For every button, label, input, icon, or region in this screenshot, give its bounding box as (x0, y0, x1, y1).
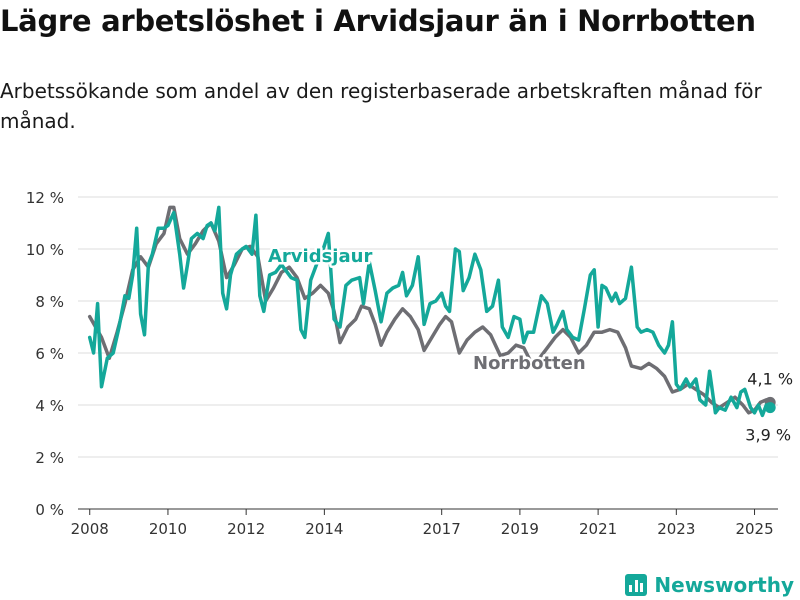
series-lines (87, 205, 776, 418)
series-line-arvidsjaur (87, 205, 772, 418)
x-tick-label: 2014 (305, 520, 343, 538)
chart-subtitle: Arbetssökande som andel av den registerb… (0, 79, 762, 133)
end-point-arvidsjaur (764, 402, 776, 414)
y-axis-ticks: 0 % 2 % 4 % 6 % 8 % 10 % 12 % (26, 189, 64, 519)
x-tick-label: 2008 (71, 520, 109, 538)
y-tick-label: 2 % (35, 449, 64, 467)
x-tick-label: 2025 (735, 520, 773, 538)
y-tick-label: 6 % (35, 345, 64, 363)
y-tick-label: 12 % (26, 189, 64, 207)
x-tick-label: 2010 (149, 520, 187, 538)
series-line-norrbotten (87, 205, 772, 415)
x-tick-label: 2021 (579, 520, 617, 538)
end-value-label: 3,9 % (745, 426, 791, 445)
y-tick-label: 4 % (35, 397, 64, 415)
series-name-label: Norrbotten (473, 353, 586, 374)
x-tick-label: 2012 (227, 520, 265, 538)
x-tick-label: 2023 (657, 520, 695, 538)
x-tick-label: 2017 (423, 520, 461, 538)
series-name-label: Arvidsjaur (268, 246, 372, 267)
brand-name: Newsworthy (654, 573, 794, 597)
end-value-label: 4,1 % (747, 369, 793, 388)
y-tick-label: 0 % (35, 501, 64, 519)
brand-logo[interactable]: Newsworthy (625, 570, 794, 600)
bar-chart-icon (625, 574, 648, 596)
y-tick-label: 8 % (35, 293, 64, 311)
grid-lines (78, 196, 778, 510)
x-axis-ticks: 2008 2010 2012 2014 2017 2019 2021 2023 2025 (71, 509, 774, 538)
x-tick-label: 2019 (501, 520, 539, 538)
chart-title: Lägre arbetslöshet i Arvidsjaur än i Nor… (0, 4, 756, 38)
y-tick-label: 10 % (26, 241, 64, 259)
series-labels: Arvidsjaur Norrbotten 4,1 % 3,9 % (266, 244, 796, 447)
